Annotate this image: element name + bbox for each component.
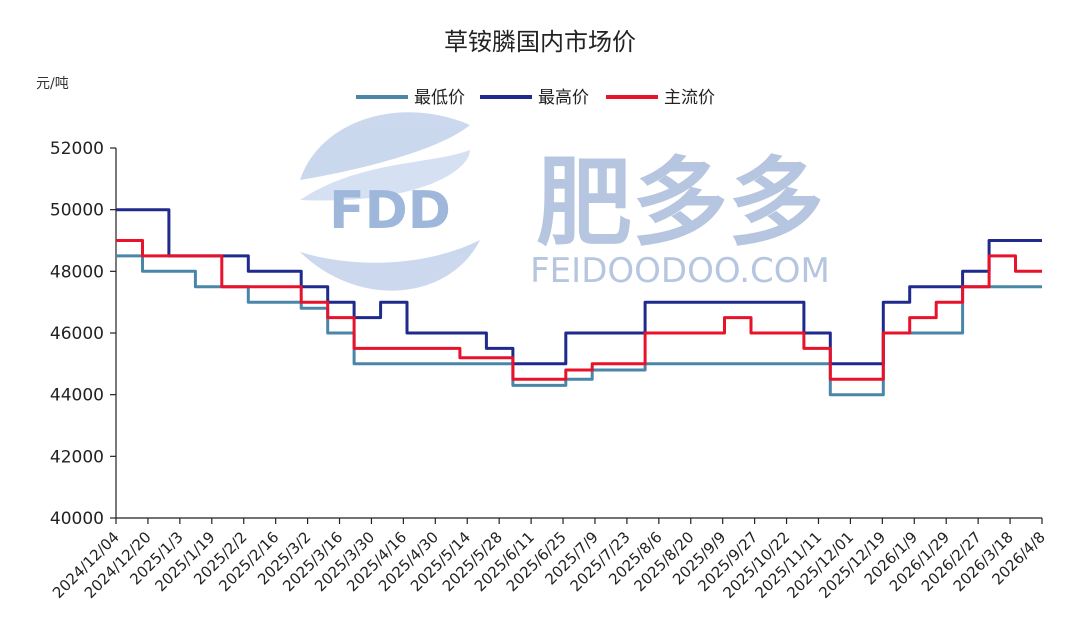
- legend-label: 最高价: [538, 88, 589, 108]
- y-tick-label: 44000: [50, 386, 104, 406]
- y-tick-label: 42000: [50, 447, 104, 467]
- series-line-2: [116, 208, 1042, 366]
- chart-title: 草铵膦国内市场价: [444, 28, 636, 56]
- x-axis-ticks: 2024/12/042024/12/202025/1/32025/1/19202…: [49, 518, 1049, 602]
- y-tick-label: 52000: [50, 139, 104, 159]
- y-axis-unit-label: 元/吨: [36, 76, 69, 92]
- fdd-logo-icon: FDD: [300, 112, 480, 291]
- legend: 最低价 最高价 主流价: [356, 88, 715, 108]
- legend-label: 最低价: [414, 88, 465, 108]
- y-tick-label: 48000: [50, 262, 104, 282]
- series-group: [116, 208, 1042, 397]
- watermark: FDD 肥多多 FEIDOODOO.COM: [300, 112, 830, 291]
- y-tick-label: 46000: [50, 324, 104, 344]
- y-axis-ticks: 40000 42000 44000 46000 48000 50000 52000: [50, 139, 116, 529]
- series-line-3: [116, 239, 1042, 381]
- watermark-logo-text: FDD: [329, 181, 451, 241]
- series-line-1: [116, 254, 1042, 397]
- watermark-brand-url: FEIDOODOO.COM: [530, 251, 830, 291]
- y-tick-label: 40000: [50, 509, 104, 529]
- legend-label: 主流价: [664, 88, 715, 108]
- watermark-brand-cn: 肥多多: [536, 147, 824, 259]
- y-tick-label: 50000: [50, 201, 104, 221]
